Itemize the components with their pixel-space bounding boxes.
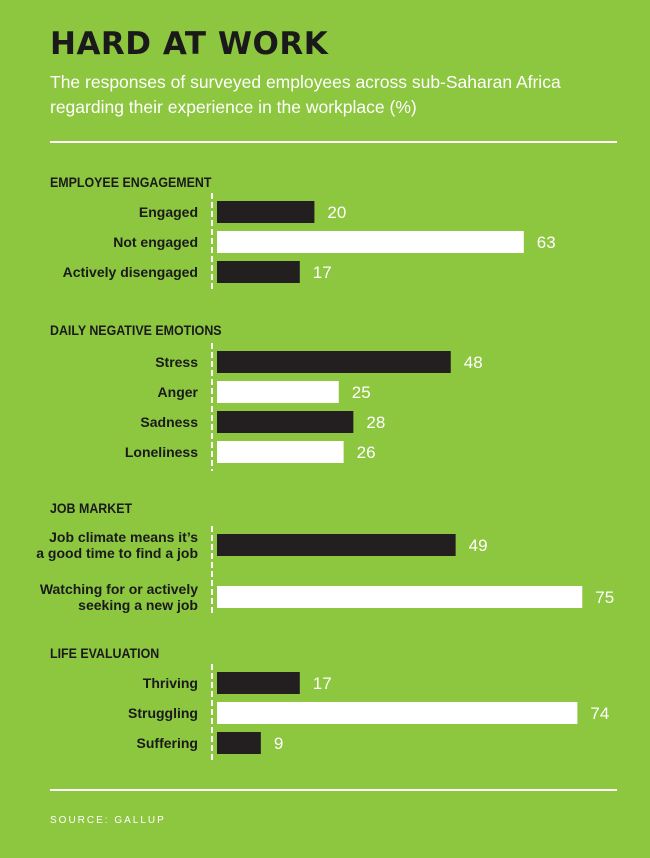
data-label: 49	[469, 536, 488, 555]
bar-label: Stress	[155, 354, 198, 370]
bar	[217, 201, 315, 223]
top-divider	[50, 141, 617, 143]
bar	[217, 732, 261, 754]
bar-label: Engaged	[139, 204, 198, 220]
group-title: LIFE EVALUATION	[50, 646, 159, 662]
bar-label: Sadness	[140, 414, 198, 430]
bar-label: seeking a new job	[78, 597, 198, 613]
data-label: 48	[464, 353, 483, 372]
bar-label: Actively disengaged	[63, 264, 198, 280]
bar	[217, 534, 456, 556]
bar-label: Not engaged	[113, 234, 198, 250]
data-label: 74	[590, 704, 609, 723]
bar	[217, 672, 300, 694]
data-label: 17	[313, 263, 332, 282]
bar	[217, 411, 354, 433]
bar-label: Struggling	[128, 705, 198, 721]
bar-label: Anger	[158, 384, 199, 400]
bar-label: Thriving	[143, 675, 198, 691]
bar-label: Loneliness	[125, 444, 198, 460]
group-title: JOB MARKET	[50, 501, 132, 517]
data-label: 20	[327, 203, 346, 222]
data-label: 9	[274, 734, 283, 753]
bar-label: Suffering	[137, 735, 198, 751]
group-title: DAILY NEGATIVE EMOTIONS	[50, 323, 222, 339]
data-label: 28	[366, 413, 385, 432]
chart-title: HARD AT WORK	[50, 26, 329, 62]
bottom-divider	[50, 789, 617, 791]
bar	[217, 351, 451, 373]
data-label: 75	[595, 588, 614, 607]
bar	[217, 381, 339, 403]
data-label: 26	[357, 443, 376, 462]
bar-label: Job climate means it’s	[49, 529, 198, 545]
data-label: 17	[313, 674, 332, 693]
group-title: EMPLOYEE ENGAGEMENT	[50, 175, 212, 191]
bar-label: Watching for or actively	[40, 581, 198, 597]
bar	[217, 441, 344, 463]
bar	[217, 702, 578, 724]
data-label: 63	[537, 233, 556, 252]
bar	[217, 586, 583, 608]
data-label: 25	[352, 383, 371, 402]
bar-label: a good time to find a job	[36, 545, 198, 561]
bar	[217, 261, 300, 283]
source-note: SOURCE: GALLUP	[50, 815, 166, 826]
bar	[217, 231, 524, 253]
chart-subtitle: The responses of surveyed employees acro…	[50, 72, 561, 117]
